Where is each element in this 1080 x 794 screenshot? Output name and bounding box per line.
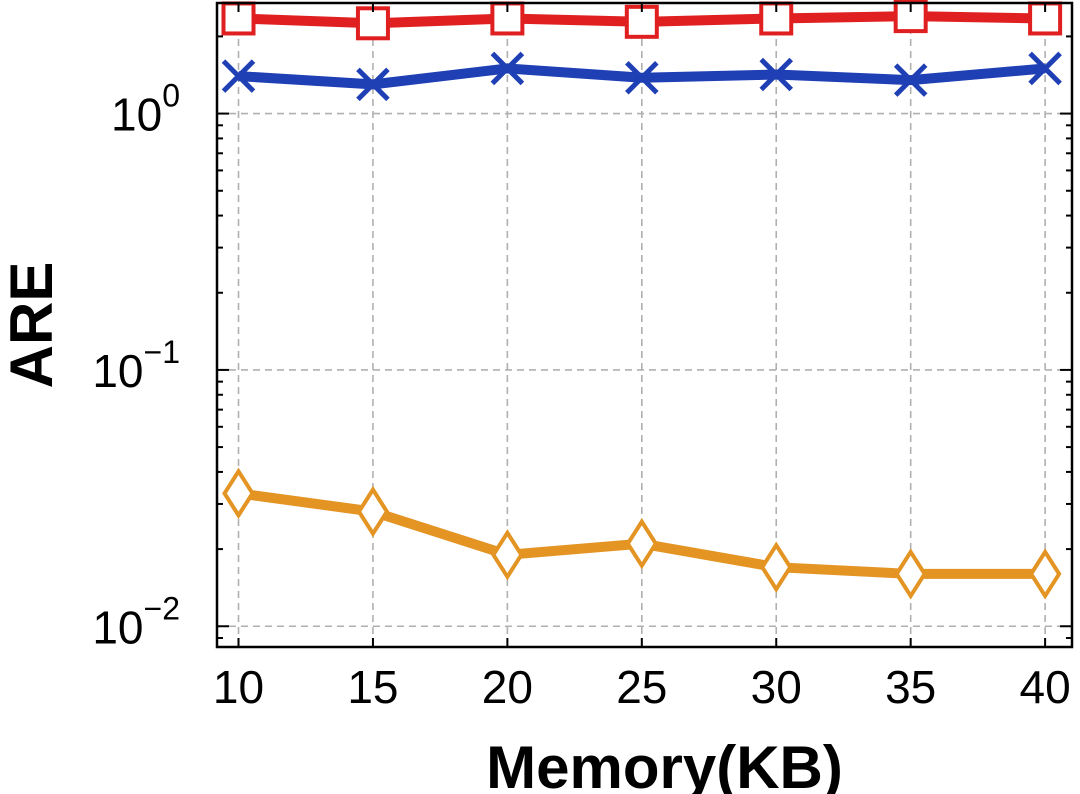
x-tick-label: 10 — [213, 661, 264, 713]
data-point-x — [356, 67, 390, 102]
data-point-x — [759, 57, 794, 92]
x-tick-label: 20 — [482, 661, 533, 713]
data-point-diamond — [625, 517, 659, 570]
series-2 — [222, 467, 1062, 600]
data-point-diamond — [894, 548, 928, 600]
grid-lines — [217, 3, 1072, 647]
data-point-diamond — [356, 485, 390, 538]
series-1 — [221, 51, 1062, 102]
data-point-diamond — [222, 467, 255, 520]
x-tick-label: 40 — [1020, 661, 1071, 713]
series-0 — [221, 0, 1063, 41]
x-axis-title: Memory(KB) — [486, 734, 843, 794]
series-group — [221, 0, 1063, 600]
data-point-x — [221, 59, 256, 93]
data-point-x — [625, 60, 659, 95]
y-tick-label: 10−2 — [92, 590, 180, 653]
y-tick-label: 10−1 — [92, 334, 180, 397]
axis-ticks — [217, 3, 1072, 647]
data-point-diamond — [1028, 548, 1062, 600]
data-point-square — [355, 6, 390, 41]
data-point-x — [893, 63, 928, 97]
plot-frame — [215, 1, 1074, 649]
data-point-x — [1028, 51, 1062, 86]
data-point-x — [490, 51, 525, 86]
x-tick-label: 25 — [616, 661, 667, 713]
y-tick-labels: 100 10−1 10−2 — [92, 78, 180, 654]
x-tick-label: 15 — [347, 661, 398, 713]
y-axis-title: ARE — [0, 262, 65, 389]
y-tick-label: 100 — [111, 78, 180, 141]
x-tick-label: 35 — [885, 661, 936, 713]
data-point-diamond — [491, 529, 524, 581]
x-tick-label: 30 — [751, 661, 802, 713]
data-point-diamond — [759, 541, 793, 593]
x-tick-labels: 10 15 20 25 30 35 40 — [213, 661, 1071, 713]
